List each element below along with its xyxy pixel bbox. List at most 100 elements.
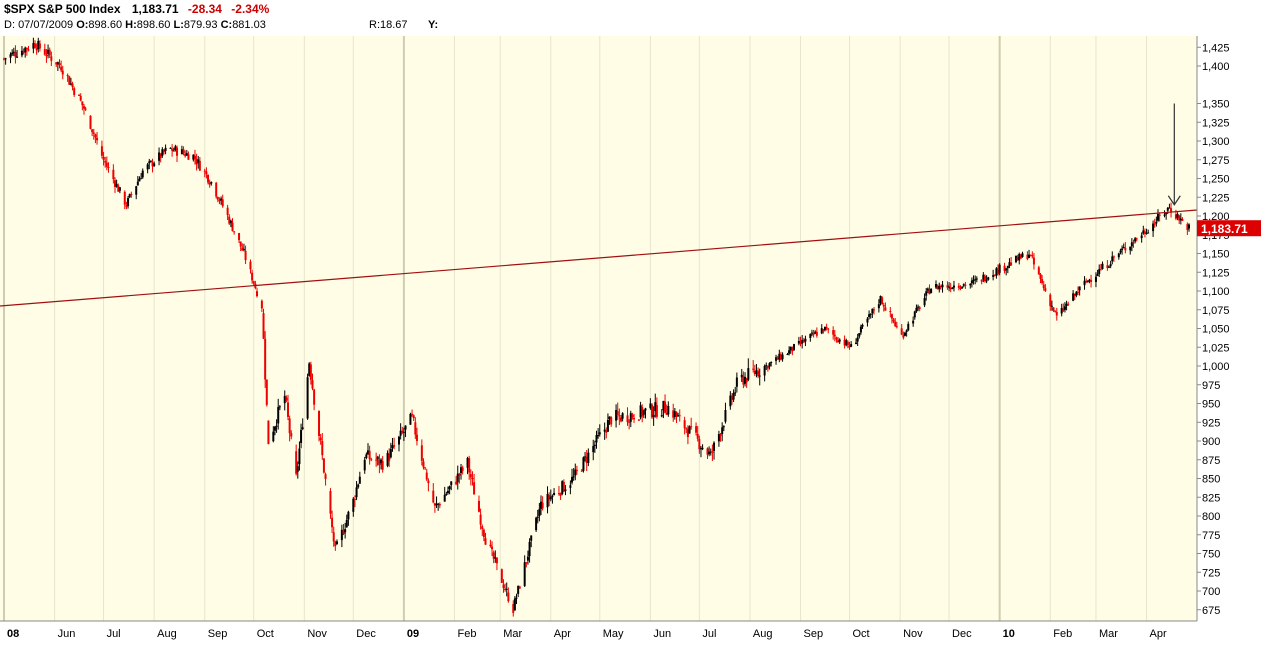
candle-body — [786, 354, 789, 356]
grid-lines — [3, 36, 1148, 621]
candle-body — [32, 43, 35, 49]
candle-body — [221, 199, 224, 207]
candle-body — [644, 408, 647, 411]
candle-body — [650, 404, 653, 418]
candle-body — [959, 287, 962, 289]
candle-body — [1008, 262, 1011, 266]
candle-body — [729, 395, 732, 407]
candle-body — [45, 55, 48, 57]
candle-body — [107, 166, 110, 168]
candle-body — [557, 492, 560, 494]
candle-body — [102, 156, 105, 160]
candle-body — [340, 529, 343, 541]
candle-body — [618, 415, 621, 417]
candle-body — [982, 274, 985, 280]
candle-body — [662, 400, 665, 411]
candle-body — [515, 597, 518, 599]
x-tick-label: May — [603, 628, 624, 640]
close-label: C: — [220, 19, 233, 31]
price-chart[interactable]: 675 700 725 750 775 800 825 850 875 900 925 950 975 1… — [0, 36, 1261, 645]
candle-body — [536, 516, 539, 518]
y-tick-label: 1,200 — [1202, 211, 1230, 223]
price-tag-bg — [1197, 220, 1261, 237]
close-value: 881.03 — [232, 19, 266, 31]
candle-body — [837, 340, 840, 343]
candle-body — [585, 456, 588, 463]
candle-body — [58, 63, 61, 66]
candle-body — [964, 284, 967, 286]
candle-body — [969, 283, 972, 286]
candle-body — [495, 557, 498, 564]
candle-body — [208, 182, 211, 185]
candle-body — [1122, 247, 1125, 249]
candle-body — [814, 331, 817, 334]
candle-body — [288, 418, 291, 434]
candle-body — [673, 411, 676, 417]
candle-body — [637, 419, 640, 421]
candle-body — [884, 307, 887, 311]
candle-body — [3, 58, 5, 60]
x-tick-label: Jul — [107, 628, 121, 640]
candle-body — [420, 445, 423, 461]
open-value: 898.60 — [88, 19, 123, 31]
candle-body — [1145, 233, 1148, 235]
candle-body — [56, 62, 59, 65]
candle-body — [34, 43, 37, 48]
candle-body — [264, 338, 267, 380]
y-tick-label: 875 — [1202, 455, 1220, 467]
candle-body — [719, 434, 722, 436]
candle-body — [171, 148, 174, 151]
candle-body — [84, 108, 87, 110]
candle-body — [295, 451, 298, 474]
candle-body — [1075, 291, 1078, 296]
candle-body — [949, 287, 952, 290]
candle-body — [285, 397, 288, 401]
candle-body — [930, 288, 933, 294]
candle-body — [1088, 279, 1091, 281]
candle-body — [198, 160, 201, 171]
candle-body — [1050, 305, 1053, 307]
candle-body — [73, 88, 76, 95]
candle-body — [366, 450, 369, 455]
candle-body — [1147, 232, 1150, 234]
candle-body — [37, 40, 40, 50]
candle-body — [255, 291, 258, 297]
candle-body — [597, 435, 600, 437]
candle-body — [344, 529, 347, 533]
candle-body — [401, 430, 404, 433]
candle-body — [513, 598, 516, 611]
candle-body — [22, 51, 25, 53]
candle-body — [301, 427, 304, 430]
candle-body — [523, 562, 526, 586]
candle-body — [848, 345, 851, 348]
candle-body — [123, 191, 126, 205]
y-tick-label: 1,250 — [1202, 174, 1230, 186]
candle-body — [677, 415, 680, 417]
candle-body — [722, 426, 725, 428]
x-tick-label: Nov — [903, 628, 923, 640]
candle-body — [466, 458, 469, 468]
candle-body — [660, 415, 663, 417]
candle-body — [672, 410, 675, 418]
x-tick-label: Apr — [554, 628, 571, 640]
y-tick-label: 800 — [1202, 511, 1220, 523]
candle-body — [802, 340, 805, 343]
candle-body — [159, 153, 162, 158]
candle-body — [375, 459, 378, 461]
candle-body — [1178, 215, 1181, 221]
candle-body — [494, 557, 497, 559]
candle-body — [136, 181, 139, 186]
candle-body — [174, 146, 177, 150]
candle-body — [598, 432, 601, 435]
candle-body — [1165, 212, 1168, 215]
candle-body — [983, 276, 986, 282]
x-tick-label: Jul — [702, 628, 716, 640]
candle-body — [1006, 265, 1009, 269]
candle-body — [239, 241, 242, 247]
candle-body — [135, 186, 138, 195]
candle-body — [1152, 223, 1155, 232]
candle-body — [1158, 214, 1161, 217]
candle-body — [91, 129, 94, 133]
low-value: 879.93 — [183, 19, 218, 31]
y-tick-label: 1,325 — [1202, 117, 1230, 129]
